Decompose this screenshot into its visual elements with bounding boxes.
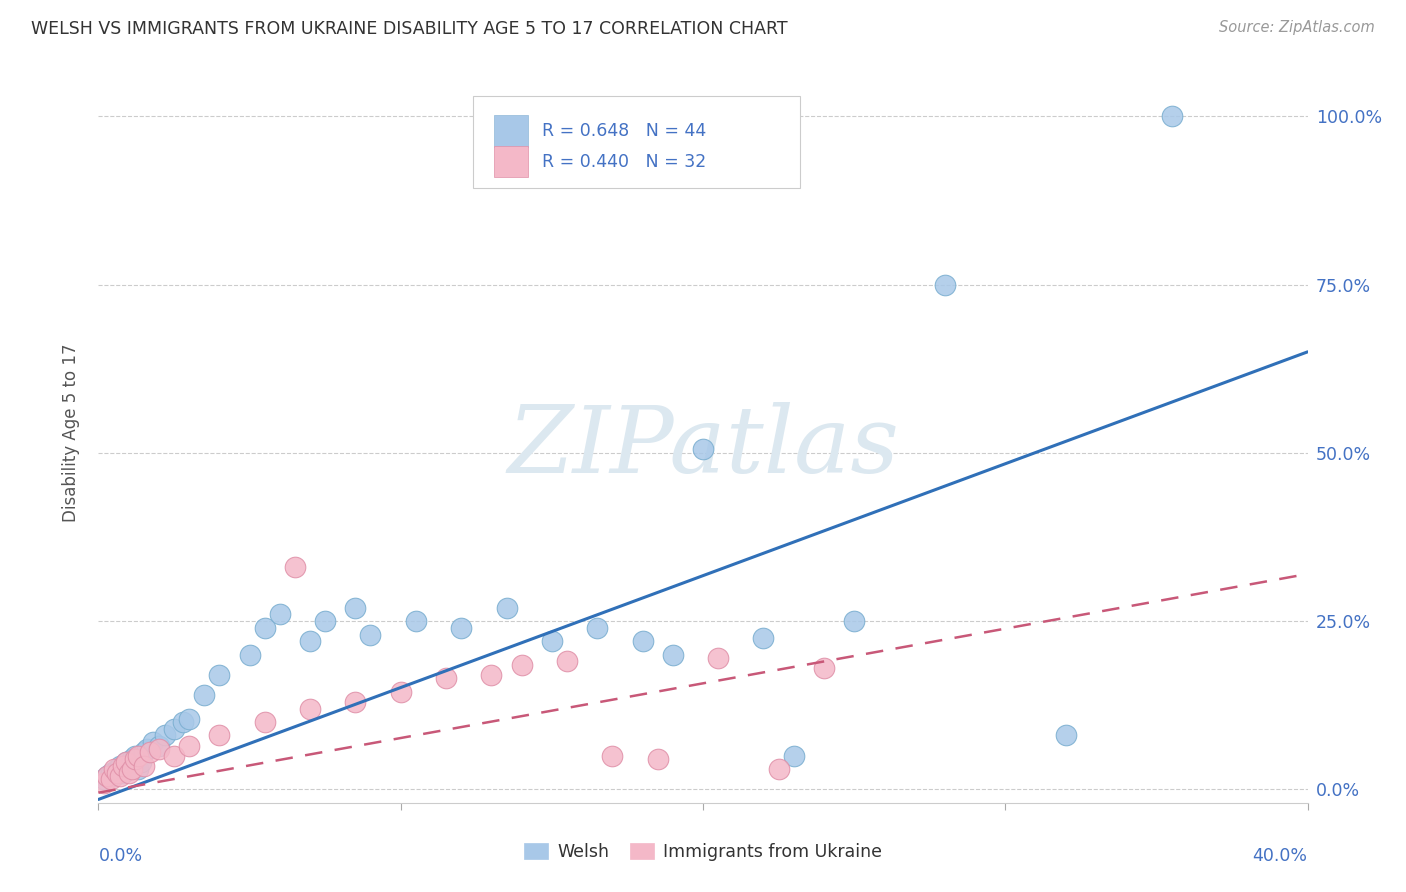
Point	[299, 701, 322, 715]
Point	[163, 748, 186, 763]
Point	[813, 661, 835, 675]
Point	[586, 621, 609, 635]
Point	[172, 714, 194, 729]
Point	[661, 648, 683, 662]
Point	[344, 600, 367, 615]
Point	[481, 668, 503, 682]
Y-axis label: Disability Age 5 to 17: Disability Age 5 to 17	[62, 343, 80, 522]
Point	[360, 627, 382, 641]
Point	[540, 634, 562, 648]
Point	[314, 614, 336, 628]
Point	[93, 772, 115, 787]
Point	[555, 655, 578, 669]
Point	[132, 758, 155, 772]
Point	[1160, 109, 1182, 123]
Point	[148, 742, 170, 756]
Point	[103, 769, 125, 783]
Point	[111, 765, 134, 780]
Point	[111, 758, 134, 772]
Point	[299, 634, 322, 648]
Point	[148, 739, 170, 753]
Legend: Welsh, Immigrants from Ukraine: Welsh, Immigrants from Ukraine	[517, 837, 889, 868]
Point	[108, 758, 131, 772]
Point	[132, 745, 155, 759]
Point	[269, 607, 291, 622]
Text: Source: ZipAtlas.com: Source: ZipAtlas.com	[1219, 20, 1375, 35]
Point	[752, 631, 775, 645]
Point	[844, 614, 866, 628]
Point	[239, 648, 262, 662]
Point	[100, 765, 122, 780]
Point	[93, 775, 115, 789]
Point	[142, 735, 165, 749]
Point	[179, 712, 201, 726]
Point	[783, 748, 806, 763]
Point	[118, 758, 141, 772]
Point	[127, 762, 149, 776]
Point	[434, 671, 457, 685]
Text: R = 0.648   N = 44: R = 0.648 N = 44	[543, 122, 706, 140]
Point	[124, 752, 146, 766]
Point	[1054, 729, 1077, 743]
Point	[344, 695, 367, 709]
Text: ZIPatlas: ZIPatlas	[508, 402, 898, 492]
Point	[114, 756, 136, 770]
Point	[179, 739, 201, 753]
Text: 0.0%: 0.0%	[98, 847, 142, 865]
Point	[103, 762, 125, 776]
Point	[284, 560, 307, 574]
Point	[96, 769, 118, 783]
Point	[193, 688, 215, 702]
Point	[121, 752, 143, 766]
Point	[647, 752, 669, 766]
Point	[127, 748, 149, 763]
Point	[631, 634, 654, 648]
Point	[108, 769, 131, 783]
Point	[129, 756, 152, 770]
Point	[100, 772, 122, 787]
Point	[510, 657, 533, 672]
Point	[602, 748, 624, 763]
Point	[135, 742, 157, 756]
Point	[124, 748, 146, 763]
Point	[934, 277, 956, 292]
Point	[96, 769, 118, 783]
Point	[139, 745, 162, 759]
FancyBboxPatch shape	[494, 146, 527, 178]
Point	[163, 722, 186, 736]
Point	[118, 765, 141, 780]
Point	[495, 600, 517, 615]
Text: R = 0.440   N = 32: R = 0.440 N = 32	[543, 153, 706, 170]
Point	[105, 765, 128, 780]
Point	[692, 442, 714, 457]
Point	[114, 756, 136, 770]
Point	[405, 614, 427, 628]
FancyBboxPatch shape	[474, 95, 800, 188]
Point	[105, 762, 128, 776]
Point	[707, 651, 730, 665]
Point	[253, 621, 276, 635]
Point	[768, 762, 790, 776]
Text: 40.0%: 40.0%	[1253, 847, 1308, 865]
Point	[153, 729, 176, 743]
Point	[253, 714, 276, 729]
Point	[208, 668, 231, 682]
Text: WELSH VS IMMIGRANTS FROM UKRAINE DISABILITY AGE 5 TO 17 CORRELATION CHART: WELSH VS IMMIGRANTS FROM UKRAINE DISABIL…	[31, 20, 787, 37]
Point	[208, 729, 231, 743]
FancyBboxPatch shape	[494, 115, 527, 146]
Point	[121, 762, 143, 776]
Point	[389, 685, 412, 699]
Point	[450, 621, 472, 635]
